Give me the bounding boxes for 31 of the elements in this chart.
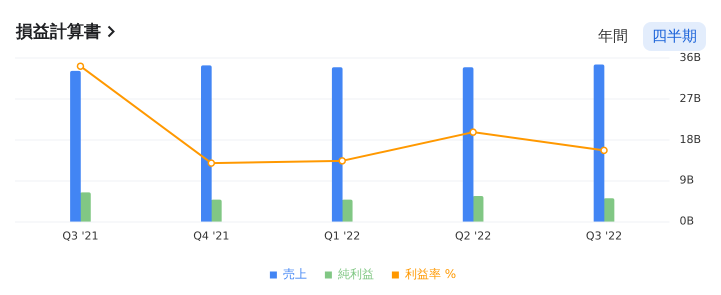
y-tick-label: 9B — [679, 174, 694, 187]
legend-label: 利益率 % — [404, 267, 456, 282]
x-tick-label: Q1 '22 — [324, 229, 360, 242]
x-tick-label: Q2 '22 — [455, 229, 492, 242]
bar — [472, 196, 484, 222]
chart-title: 損益計算書 — [16, 21, 101, 43]
bar — [332, 67, 343, 222]
y-tick-label: 36B — [679, 50, 702, 64]
legend-label: 売上 — [282, 267, 307, 282]
text: 四半期 — [643, 22, 706, 51]
point — [338, 157, 346, 165]
bar — [211, 200, 222, 222]
x-tick-label: Q3 '22 — [586, 229, 622, 242]
bar — [80, 192, 91, 222]
point — [469, 128, 477, 136]
legend-label: 純利益 — [338, 267, 374, 282]
x-tick-label: Q3 '21 — [62, 229, 99, 242]
point — [600, 146, 608, 154]
bar — [70, 70, 81, 222]
bar — [594, 64, 604, 222]
y-tick-label: 18B — [679, 132, 702, 146]
bar — [342, 200, 353, 222]
bar — [462, 67, 474, 222]
bar — [604, 198, 614, 222]
text: 年間 — [597, 26, 629, 47]
bar — [201, 65, 212, 222]
y-tick-label: 0B — [679, 214, 694, 228]
point — [208, 159, 216, 167]
x-tick-label: Q4 '21 — [193, 229, 230, 242]
point — [76, 62, 84, 70]
y-tick-label: 27B — [679, 92, 702, 105]
